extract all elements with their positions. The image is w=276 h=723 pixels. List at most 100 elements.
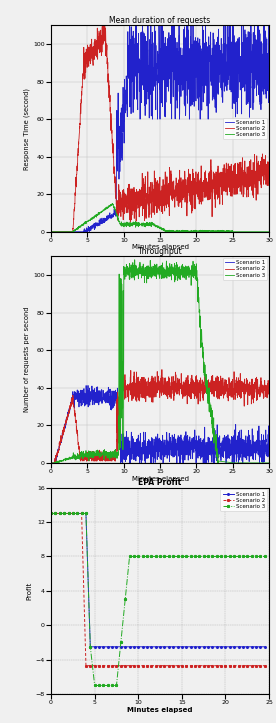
- Scenario 1: [211, 643, 214, 651]
- Scenario 3: [66, 227, 70, 236]
- Scenario 3: [267, 458, 271, 467]
- Scenario 1: [119, 643, 123, 651]
- Scenario 1: [185, 643, 188, 651]
- Scenario 1: [267, 87, 271, 96]
- Scenario 2: [171, 662, 175, 670]
- Scenario 1: [75, 227, 78, 236]
- Scenario 3: [54, 509, 57, 518]
- Scenario 2: [163, 662, 166, 670]
- Scenario 3: [102, 681, 105, 690]
- Scenario 1: [193, 643, 197, 651]
- Scenario 3: [76, 509, 79, 518]
- Scenario 2: [215, 662, 218, 670]
- Scenario 1: [75, 393, 78, 402]
- Scenario 2: [150, 197, 154, 205]
- Scenario 3: [124, 595, 127, 604]
- Scenario 2: [198, 662, 201, 670]
- Scenario 3: [147, 270, 150, 279]
- Scenario 3: [176, 552, 179, 561]
- Line: Scenario 3: Scenario 3: [50, 512, 266, 687]
- Scenario 2: [128, 662, 131, 670]
- Scenario 3: [154, 552, 157, 561]
- Scenario 3: [75, 453, 78, 461]
- Legend: Scenario 1, Scenario 2, Scenario 3: Scenario 1, Scenario 2, Scenario 3: [221, 489, 267, 511]
- Scenario 2: [62, 509, 66, 518]
- Scenario 3: [171, 552, 175, 561]
- Scenario 1: [97, 643, 101, 651]
- Scenario 1: [215, 643, 218, 651]
- Scenario 2: [228, 662, 232, 670]
- Scenario 2: [233, 662, 236, 670]
- Scenario 1: [128, 643, 131, 651]
- Scenario 2: [142, 177, 145, 186]
- Scenario 3: [158, 552, 162, 561]
- Scenario 1: [80, 509, 83, 518]
- Scenario 2: [71, 509, 75, 518]
- Scenario 2: [174, 374, 177, 382]
- Scenario 3: [224, 552, 227, 561]
- X-axis label: Minutes elapsed: Minutes elapsed: [132, 244, 189, 250]
- Scenario 3: [150, 552, 153, 561]
- Scenario 3: [132, 552, 136, 561]
- Y-axis label: Number of requests per second: Number of requests per second: [24, 307, 30, 412]
- Scenario 2: [84, 662, 87, 670]
- Scenario 3: [228, 552, 232, 561]
- Scenario 3: [174, 265, 177, 273]
- Scenario 1: [180, 643, 184, 651]
- Scenario 2: [141, 662, 144, 670]
- Scenario 3: [80, 509, 83, 518]
- Scenario 2: [132, 662, 136, 670]
- Scenario 3: [163, 552, 166, 561]
- Scenario 3: [174, 227, 177, 236]
- Scenario 3: [110, 681, 114, 690]
- Scenario 3: [71, 509, 75, 518]
- Scenario 2: [67, 509, 70, 518]
- Scenario 2: [202, 662, 205, 670]
- Scenario 2: [102, 662, 105, 670]
- Scenario 3: [147, 221, 150, 230]
- Scenario 3: [71, 228, 75, 236]
- Scenario 1: [137, 643, 140, 651]
- Scenario 2: [259, 662, 262, 670]
- Scenario 1: [250, 643, 253, 651]
- Scenario 1: [189, 643, 192, 651]
- Scenario 3: [75, 224, 79, 233]
- Scenario 2: [49, 458, 53, 467]
- Scenario 1: [102, 643, 105, 651]
- Scenario 1: [228, 643, 232, 651]
- Scenario 1: [229, 0, 232, 4]
- Line: Scenario 2: Scenario 2: [51, 21, 269, 231]
- Scenario 2: [75, 427, 78, 435]
- Scenario 1: [154, 643, 157, 651]
- Scenario 3: [202, 552, 205, 561]
- Scenario 3: [241, 552, 245, 561]
- Scenario 2: [142, 380, 145, 388]
- Scenario 2: [154, 662, 157, 670]
- Scenario 2: [211, 662, 214, 670]
- Scenario 3: [219, 552, 223, 561]
- Scenario 3: [189, 552, 192, 561]
- Scenario 1: [202, 643, 205, 651]
- Scenario 3: [216, 465, 220, 474]
- Text: (b): (b): [152, 508, 168, 518]
- Scenario 1: [76, 509, 79, 518]
- Scenario 1: [141, 643, 144, 651]
- Scenario 1: [263, 643, 266, 651]
- Title: Mean duration of requests: Mean duration of requests: [110, 15, 211, 25]
- Scenario 1: [150, 643, 153, 651]
- Scenario 3: [142, 219, 145, 228]
- Scenario 2: [58, 509, 62, 518]
- Scenario 3: [263, 552, 266, 561]
- Scenario 2: [193, 662, 197, 670]
- Scenario 2: [267, 377, 271, 385]
- Scenario 3: [141, 552, 144, 561]
- Scenario 1: [93, 643, 96, 651]
- Scenario 2: [254, 662, 258, 670]
- Scenario 2: [147, 200, 150, 209]
- Scenario 3: [180, 552, 184, 561]
- Y-axis label: Profit: Profit: [27, 582, 33, 600]
- Scenario 3: [133, 255, 136, 264]
- Scenario 2: [137, 662, 140, 670]
- Scenario 1: [167, 643, 171, 651]
- Line: Scenario 1: Scenario 1: [50, 513, 266, 648]
